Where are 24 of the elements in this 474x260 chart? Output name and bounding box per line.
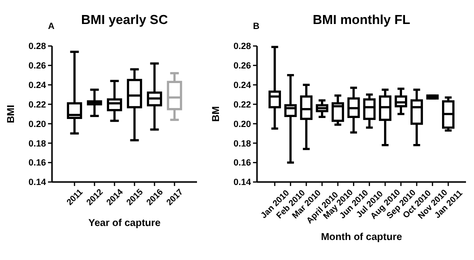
y-tick-label: 0.14 xyxy=(28,177,46,188)
text: A xyxy=(48,21,55,31)
y-tick-label: 0.28 xyxy=(233,41,251,52)
y-tick-label: 0.26 xyxy=(28,60,46,71)
y-tick-label: 0.22 xyxy=(233,99,251,110)
y-tick-label: 0.24 xyxy=(233,80,251,90)
chart-title: BMI monthly FL xyxy=(312,12,410,27)
y-axis-title: BM xyxy=(211,106,222,122)
chart-title: BMI yearly SC xyxy=(81,12,168,27)
y-tick-label: 0.18 xyxy=(233,138,251,148)
y-axis-title: BMI xyxy=(6,104,17,124)
y-tick-label: 0.16 xyxy=(233,158,251,168)
y-tick-label: 0.16 xyxy=(28,158,46,168)
y-tick-label: 0.18 xyxy=(28,138,46,148)
y-tick-label: 0.14 xyxy=(233,177,251,188)
x-axis-title: Year of capture xyxy=(88,218,162,229)
x-axis-title: Month of capture xyxy=(320,232,402,243)
y-tick-label: 0.28 xyxy=(28,41,46,52)
y-tick-label: 0.20 xyxy=(233,118,251,129)
y-tick-label: 0.22 xyxy=(28,99,46,110)
y-tick-label: 0.20 xyxy=(28,118,46,129)
y-tick-label: 0.24 xyxy=(28,80,46,90)
text: B xyxy=(253,21,260,31)
y-tick-label: 0.26 xyxy=(233,60,251,71)
